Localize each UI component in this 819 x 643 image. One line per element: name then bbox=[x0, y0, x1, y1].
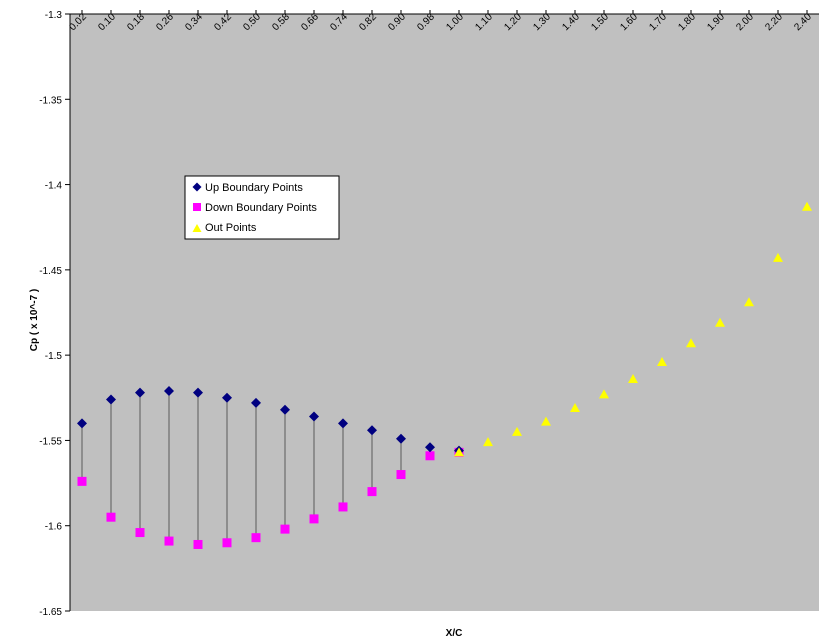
up-boundary-point bbox=[396, 433, 406, 444]
y-tick-label: -1.4 bbox=[45, 181, 63, 192]
out-point bbox=[715, 317, 725, 327]
up-boundary-point bbox=[280, 404, 290, 415]
down-boundary-point bbox=[193, 539, 203, 549]
out-point bbox=[483, 437, 493, 447]
down-boundary-point bbox=[164, 536, 174, 546]
out-point bbox=[599, 389, 609, 399]
x-axis-title: X/C bbox=[446, 628, 463, 639]
y-tick-label: -1.5 bbox=[45, 351, 63, 362]
y-axis-ticks: -1.3 -1.35 -1.4 -1.45 -1.5 -1.55 -1.6 -1.65 bbox=[39, 10, 70, 618]
legend-marker-up-boundary bbox=[192, 182, 202, 192]
legend-marker-out-points bbox=[192, 224, 202, 232]
legend-label-out-points: Out Points bbox=[205, 222, 257, 234]
legend-marker-down-boundary bbox=[193, 203, 201, 211]
up-boundary-point bbox=[106, 394, 116, 405]
up-boundary-point bbox=[367, 425, 377, 436]
y-tick-label: -1.35 bbox=[39, 95, 62, 106]
out-point bbox=[541, 416, 551, 426]
y-tick-label: -1.65 bbox=[39, 607, 62, 618]
down-boundary-point bbox=[135, 528, 145, 538]
y-tick-label: -1.45 bbox=[39, 266, 62, 277]
out-point bbox=[512, 426, 522, 436]
up-boundary-point bbox=[222, 392, 232, 403]
down-boundary-point bbox=[425, 451, 435, 461]
legend-label-down-boundary: Down Boundary Points bbox=[205, 202, 317, 214]
out-point bbox=[686, 338, 696, 348]
y-tick-label: -1.6 bbox=[45, 522, 63, 533]
out-point bbox=[744, 297, 754, 307]
legend-label-up-boundary: Up Boundary Points bbox=[205, 182, 303, 194]
down-boundary-point bbox=[338, 502, 348, 512]
y-tick-label: -1.3 bbox=[45, 10, 63, 21]
down-boundary-point bbox=[280, 524, 290, 534]
down-boundary-point bbox=[309, 514, 319, 524]
legend: Up Boundary Points Down Boundary Points … bbox=[184, 175, 340, 240]
up-boundary-point bbox=[251, 397, 261, 408]
y-tick-label: -1.55 bbox=[39, 436, 62, 447]
down-boundary-point bbox=[396, 470, 406, 480]
down-boundary-point bbox=[77, 476, 87, 486]
y-axis-title: Cp ( x 10^-7 ) bbox=[29, 289, 40, 352]
series-out-points bbox=[454, 201, 812, 457]
series-up-boundary-points bbox=[77, 385, 464, 456]
down-boundary-point bbox=[106, 512, 116, 522]
up-boundary-point bbox=[135, 387, 145, 398]
down-boundary-point bbox=[367, 487, 377, 497]
down-boundary-point bbox=[222, 538, 232, 548]
down-boundary-point bbox=[251, 533, 261, 543]
up-boundary-point bbox=[425, 442, 435, 453]
up-boundary-point bbox=[338, 418, 348, 429]
plot-area bbox=[70, 14, 819, 611]
series-down-boundary-points bbox=[77, 447, 464, 549]
out-point bbox=[657, 356, 667, 366]
out-point bbox=[454, 447, 464, 457]
legend-box bbox=[184, 175, 340, 240]
up-boundary-point bbox=[193, 387, 203, 398]
out-point bbox=[570, 403, 580, 413]
out-point bbox=[773, 252, 783, 262]
out-point bbox=[802, 201, 812, 211]
out-point bbox=[628, 374, 638, 384]
up-boundary-point bbox=[309, 411, 319, 422]
up-boundary-point bbox=[77, 418, 87, 429]
up-boundary-point bbox=[164, 385, 174, 396]
